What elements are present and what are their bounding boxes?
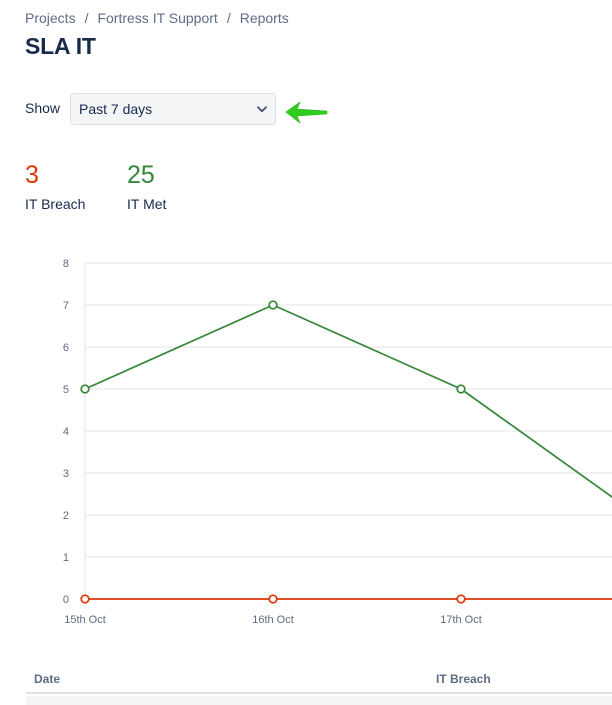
stat-it-breach-value: 3 — [25, 161, 39, 189]
breadcrumb-project[interactable]: Fortress IT Support — [97, 10, 218, 26]
stat-it-breach: 3 IT Breach — [25, 160, 85, 212]
breadcrumb-projects[interactable]: Projects — [25, 10, 76, 26]
y-tick-label: 5 — [63, 384, 69, 396]
green-arrow-icon — [284, 100, 330, 126]
breadcrumb-reports[interactable]: Reports — [239, 10, 289, 26]
column-header-date[interactable]: Date — [34, 672, 61, 686]
x-tick-label: 15th Oct — [64, 614, 106, 626]
stat-it-breach-label: IT Breach — [25, 196, 86, 212]
table-header: Date IT Breach — [26, 664, 612, 694]
chevron-down-icon — [257, 94, 267, 124]
y-tick-label: 6 — [63, 342, 69, 354]
data-point — [456, 594, 466, 604]
data-point — [268, 594, 278, 604]
show-label: Show — [25, 100, 61, 116]
data-point — [80, 384, 90, 394]
x-tick-label: 16th Oct — [252, 614, 294, 626]
stat-it-met: 25 IT Met — [127, 160, 166, 212]
data-point — [80, 594, 90, 604]
y-tick-label: 0 — [63, 594, 69, 606]
breadcrumb: Projects / Fortress IT Support / Reports — [25, 10, 289, 26]
y-tick-label: 2 — [63, 510, 69, 522]
y-tick-label: 3 — [63, 468, 69, 480]
table-row — [26, 696, 612, 705]
sla-line-chart: 0 1 2 3 4 5 6 7 8 15th Oct 16th Oct 17th Oct — [63, 258, 612, 626]
stat-it-met-value: 25 — [127, 161, 155, 189]
y-tick-label: 8 — [63, 258, 69, 270]
time-range-select[interactable]: Past 7 days — [70, 93, 276, 125]
breadcrumb-separator: / — [226, 10, 231, 26]
y-tick-label: 7 — [63, 300, 69, 312]
x-tick-label: 17th Oct — [440, 614, 482, 626]
series-line — [84, 304, 612, 498]
data-point — [456, 384, 466, 394]
column-header-it-breach[interactable]: IT Breach — [436, 672, 491, 686]
stat-it-met-label: IT Met — [127, 196, 167, 212]
breadcrumb-separator: / — [84, 10, 89, 26]
y-tick-label: 4 — [63, 426, 69, 438]
time-range-value: Past 7 days — [79, 101, 153, 117]
data-point — [268, 300, 278, 310]
page-title: SLA IT — [25, 33, 96, 59]
y-tick-label: 1 — [63, 552, 69, 564]
